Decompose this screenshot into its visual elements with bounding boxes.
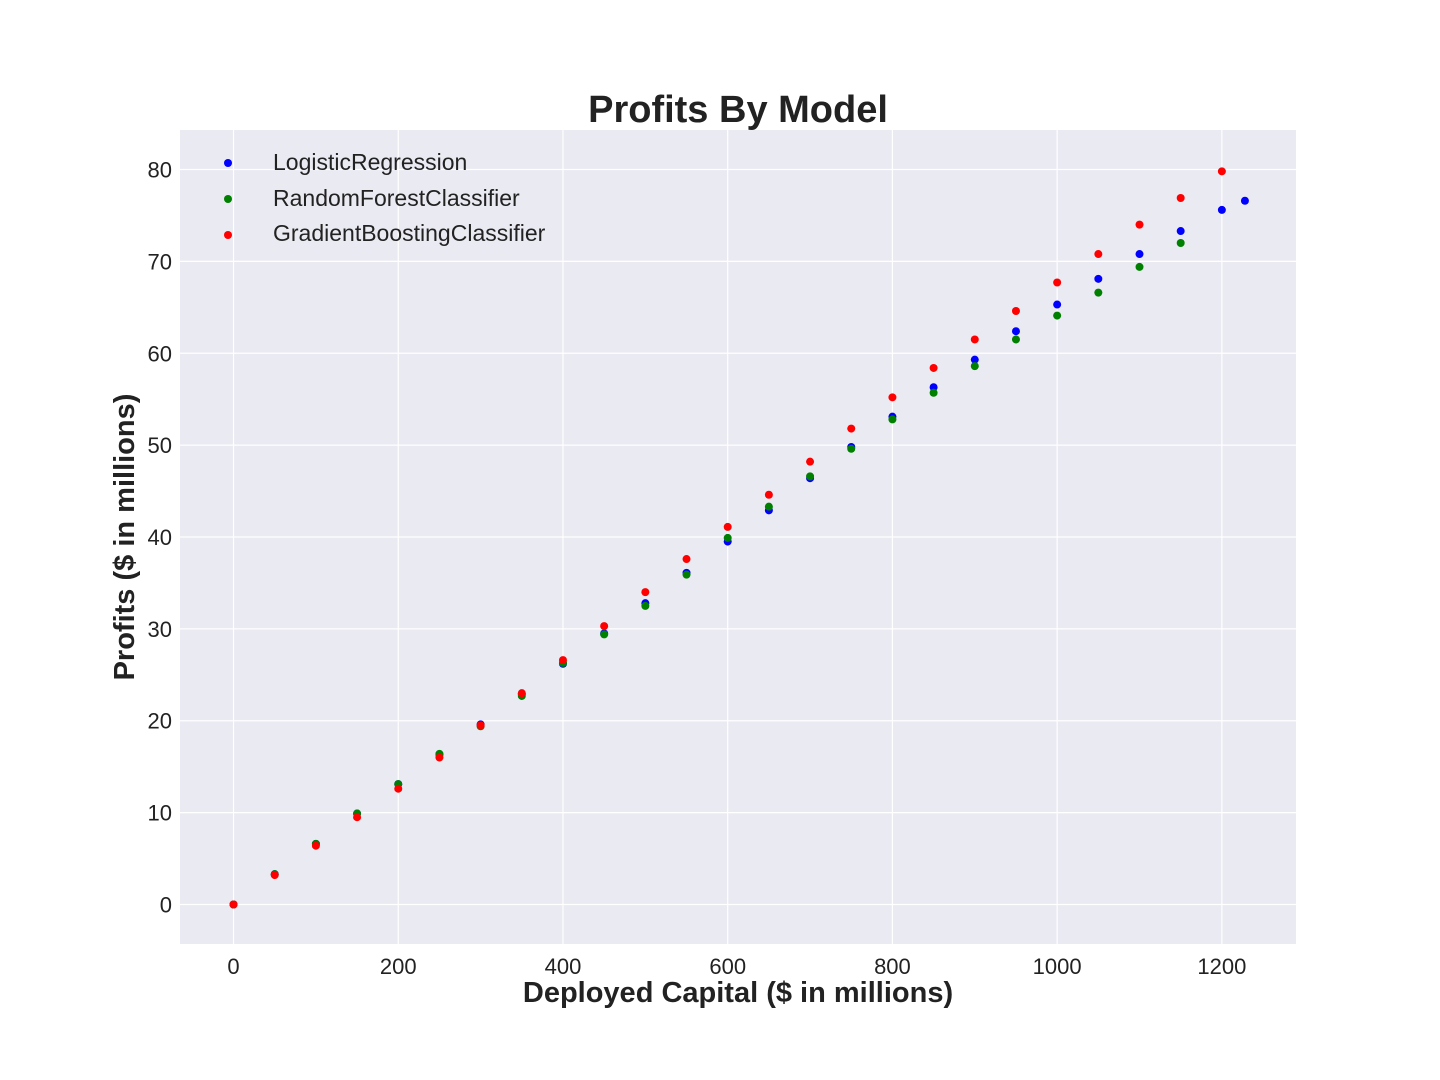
x-axis-label: Deployed Capital ($ in millions) (523, 977, 953, 1009)
point-randomforestclassifier (1011, 335, 1020, 344)
point-logisticregression (929, 383, 938, 392)
point-randomforestclassifier (764, 502, 773, 511)
legend-marker-randomforestclassifier (224, 195, 232, 203)
point-logisticregression (970, 355, 979, 364)
point-gradientboostingclassifier (1217, 167, 1226, 176)
point-gradientboostingclassifier (641, 588, 650, 597)
point-randomforestclassifier (806, 472, 815, 481)
y-axis-label: Profits ($ in millions) (109, 394, 141, 681)
y-tick-label: 60 (148, 341, 172, 366)
legend-marker-logisticregression (224, 159, 232, 167)
point-gradientboostingclassifier (1053, 278, 1062, 287)
point-randomforestclassifier (970, 362, 979, 371)
point-gradientboostingclassifier (929, 363, 938, 372)
legend-label-gradientboostingclassifier: GradientBoostingClassifier (273, 220, 546, 246)
x-tick-label: 600 (709, 954, 746, 979)
point-gradientboostingclassifier (1135, 220, 1144, 229)
point-gradientboostingclassifier (394, 784, 403, 793)
point-randomforestclassifier (1176, 239, 1185, 248)
y-tick-label: 40 (148, 525, 172, 550)
point-randomforestclassifier (1135, 262, 1144, 271)
y-tick-label: 50 (148, 433, 172, 458)
x-tick-label: 1000 (1033, 954, 1082, 979)
point-logisticregression (1094, 274, 1103, 283)
x-tick-label: 0 (227, 954, 239, 979)
tick-labels: 0 200 400 600 800 1000 1200 0 10 20 30 40 50 60 70 80 (148, 158, 1247, 979)
point-logisticregression (1011, 327, 1020, 336)
point-randomforestclassifier (682, 570, 691, 579)
point-gradientboostingclassifier (517, 689, 526, 698)
y-tick-label: 0 (160, 892, 172, 917)
point-gradientboostingclassifier (476, 721, 485, 730)
data-points (229, 167, 1249, 909)
y-tick-label: 80 (148, 158, 172, 183)
point-randomforestclassifier (929, 388, 938, 397)
point-randomforestclassifier (888, 415, 897, 424)
point-gradientboostingclassifier (435, 753, 444, 762)
point-gradientboostingclassifier (847, 424, 856, 433)
point-gradientboostingclassifier (600, 622, 609, 631)
point-randomforestclassifier (1094, 288, 1103, 297)
point-gradientboostingclassifier (1176, 193, 1185, 202)
point-gradientboostingclassifier (558, 656, 567, 665)
point-gradientboostingclassifier (888, 393, 897, 402)
legend-label-randomforestclassifier: RandomForestClassifier (273, 185, 520, 211)
point-gradientboostingclassifier (270, 871, 279, 880)
y-tick-label: 20 (148, 709, 172, 734)
point-gradientboostingclassifier (311, 841, 320, 850)
y-tick-label: 70 (148, 249, 172, 274)
point-gradientboostingclassifier (764, 490, 773, 499)
y-tick-label: 10 (148, 801, 172, 826)
point-logisticregression (1217, 205, 1226, 214)
point-gradientboostingclassifier (806, 457, 815, 466)
x-tick-label: 800 (874, 954, 911, 979)
point-gradientboostingclassifier (723, 522, 732, 531)
point-randomforestclassifier (847, 444, 856, 453)
point-gradientboostingclassifier (682, 555, 691, 564)
legend: LogisticRegression RandomForestClassifie… (224, 149, 546, 246)
x-tick-label: 400 (545, 954, 582, 979)
x-tick-label: 200 (380, 954, 417, 979)
point-logisticregression (1240, 196, 1249, 205)
point-logisticregression (1053, 300, 1062, 309)
y-tick-label: 30 (148, 617, 172, 642)
grid-lines (180, 130, 1296, 944)
point-gradientboostingclassifier (229, 900, 238, 909)
x-tick-label: 1200 (1197, 954, 1246, 979)
legend-label-logisticregression: LogisticRegression (273, 149, 467, 175)
point-gradientboostingclassifier (1094, 250, 1103, 259)
point-randomforestclassifier (1053, 311, 1062, 320)
point-randomforestclassifier (600, 630, 609, 639)
point-gradientboostingclassifier (1011, 306, 1020, 315)
point-randomforestclassifier (641, 601, 650, 610)
point-gradientboostingclassifier (353, 813, 362, 822)
point-logisticregression (1135, 250, 1144, 259)
legend-marker-gradientboostingclassifier (224, 231, 232, 239)
point-logisticregression (1176, 227, 1185, 236)
point-randomforestclassifier (723, 533, 732, 542)
point-gradientboostingclassifier (970, 335, 979, 344)
chart-title: Profits By Model (588, 89, 888, 131)
series-gradientboostingclassifier (229, 167, 1226, 909)
